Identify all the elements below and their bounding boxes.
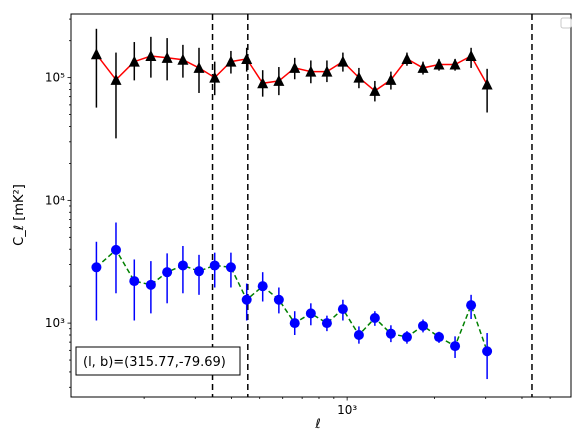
data-point [194,266,205,277]
data-point [110,73,122,85]
data-point [241,52,253,64]
data-point [450,341,461,352]
data-point [305,65,317,77]
legend-box [560,17,572,29]
data-point [257,281,268,292]
data-point [353,330,364,341]
data-point [433,58,445,70]
data-point [369,84,381,96]
data-point [161,51,173,63]
data-point [337,304,348,315]
data-point [225,262,236,273]
data-point [337,55,349,67]
y-tick-label: 10⁴ [45,193,65,207]
data-point [401,332,412,343]
data-point [145,50,157,62]
data-point [417,61,429,73]
data-point [209,260,220,271]
x-axis-label: ℓ [314,417,320,432]
data-point [193,61,205,73]
data-point [353,71,365,83]
data-point [177,53,189,65]
data-point [385,328,396,339]
data-point [482,346,493,357]
data-point [209,71,221,83]
data-point [481,78,493,90]
data-point [449,58,461,70]
y-tick-label: 10³ [45,316,65,330]
data-point [162,267,173,278]
data-point [321,65,333,77]
data-point [273,294,284,305]
data-point [129,276,140,287]
data-point [90,48,102,60]
data-point [241,294,252,305]
annotation-text: (l, b)=(315.77,-79.69) [83,355,226,370]
data-point [466,300,477,311]
data-point [289,318,300,329]
axes: 10³ 10³ 10⁴ 10⁵ [45,13,572,417]
data-point [145,279,156,290]
data-point [225,55,237,67]
plot-area [90,14,533,397]
data-point [385,73,397,85]
data-point [257,77,269,89]
annotation-box: (l, b)=(315.77,-79.69) [75,346,241,376]
data-group [90,14,533,397]
data-point [110,244,121,255]
x-tick-label: 10³ [337,403,357,417]
series-line [95,248,488,352]
data-point [369,313,380,324]
y-axis-label: C_ℓ [mK²] [12,184,27,246]
data-point [128,55,140,67]
data-point [418,320,429,331]
data-point [321,318,332,329]
data-point [434,332,445,343]
data-point [289,61,301,73]
data-point [465,50,477,62]
data-point [305,308,316,319]
data-point [401,52,413,64]
data-point [273,74,285,86]
y-tick-label: 10⁵ [45,71,65,85]
plot-frame [70,13,572,398]
data-point [177,260,188,271]
data-point [91,262,102,273]
